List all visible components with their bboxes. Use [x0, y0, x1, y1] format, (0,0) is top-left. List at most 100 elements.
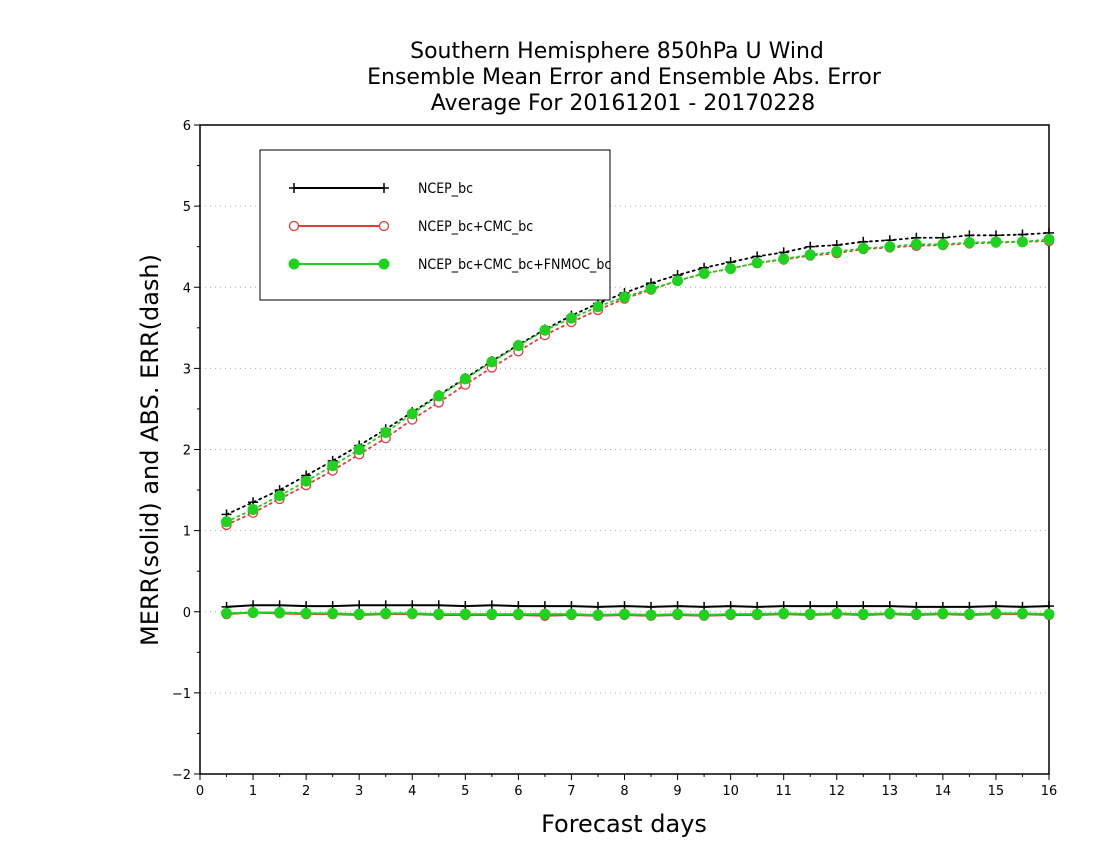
abs-err-point — [406, 408, 418, 420]
merr-point — [512, 608, 524, 620]
legend-marker — [379, 183, 389, 193]
merr-point — [380, 607, 392, 619]
x-tick-label: 12 — [828, 784, 845, 799]
legend: NCEP_bc NCEP_bc+CMC_bc NCEP_bc+CMC_bc+FNMO… — [259, 149, 611, 301]
x-axis: 0 1 2 3 4 5 6 7 8 9 10 11 12 13 14 15 16 — [196, 774, 1057, 799]
merr-point — [274, 607, 286, 619]
merr-point — [963, 608, 975, 620]
y-tick-label: 0 — [183, 606, 191, 621]
x-tick-label: 9 — [673, 784, 681, 799]
merr-point — [221, 607, 233, 619]
abs-err-point — [937, 238, 949, 250]
abs-err-point — [327, 460, 339, 472]
abs-err-point — [565, 312, 577, 324]
abs-err-point — [619, 291, 630, 303]
merr-point — [778, 607, 790, 619]
abs-err-point — [512, 340, 524, 352]
title-line-2: Ensemble Mean Error and Ensemble Abs. Er… — [367, 65, 882, 90]
abs-err-point — [1016, 236, 1028, 248]
legend-marker — [288, 258, 300, 270]
merr-point — [1043, 608, 1055, 620]
abs-err-point — [778, 253, 790, 265]
y-tick-label: 3 — [183, 362, 191, 377]
x-tick-label: 4 — [408, 784, 416, 799]
legend-marker — [288, 220, 300, 232]
merr-point — [884, 607, 896, 619]
merr-point — [327, 607, 339, 619]
merr-point — [1016, 607, 1028, 619]
abs-err-point — [459, 373, 471, 385]
x-tick-label: 11 — [775, 784, 792, 799]
abs-err-point — [884, 241, 896, 253]
abs-err-point — [910, 238, 922, 250]
y-tick-label: −2 — [172, 768, 191, 783]
merr-point — [459, 608, 471, 620]
merr-point — [645, 609, 657, 621]
merr-point — [433, 600, 444, 611]
x-tick-label: 1 — [249, 784, 257, 799]
x-tick-label: 8 — [620, 784, 628, 799]
x-tick-label: 7 — [567, 784, 575, 799]
merr-point — [831, 607, 843, 619]
merr-line — [226, 611, 1050, 616]
merr-point — [804, 608, 816, 620]
merr-point — [990, 607, 1002, 619]
x-tick-label: 6 — [514, 784, 522, 799]
abs-err-point — [592, 301, 604, 313]
legend-label: NCEP_bc+CMC_bc+FNMOC_bc — [418, 257, 611, 273]
abs-err-point — [751, 257, 763, 269]
legend-label: NCEP_bc+CMC_bc — [418, 219, 533, 235]
abs-err-point — [433, 390, 445, 402]
merr-point — [406, 607, 418, 619]
y-tick-label: 2 — [183, 444, 191, 459]
abs-err-point — [380, 426, 392, 438]
x-axis-label: Forecast days — [541, 810, 707, 838]
x-tick-label: 0 — [196, 784, 204, 799]
x-tick-label: 5 — [461, 784, 469, 799]
abs-err-point — [804, 249, 816, 261]
abs-err-point — [857, 242, 869, 254]
y-tick-label: 4 — [183, 281, 191, 296]
merr-point — [619, 608, 630, 620]
merr-point — [698, 609, 710, 621]
title-line-3: Average For 20161201 - 20170228 — [431, 91, 816, 116]
x-tick-label: 14 — [935, 784, 952, 799]
abs-err-point — [672, 275, 684, 287]
abs-err-point — [300, 475, 312, 487]
merr-point — [486, 600, 497, 611]
abs-err-point — [539, 324, 551, 336]
abs-err-point — [963, 237, 975, 249]
y-tick-label: 6 — [183, 119, 191, 134]
merr-point — [751, 608, 763, 620]
merr-point — [725, 608, 737, 620]
merr-point — [672, 608, 684, 620]
merr-point — [910, 608, 922, 620]
merr-point — [300, 607, 312, 619]
legend-marker — [289, 183, 299, 193]
merr-point — [565, 608, 577, 620]
merr-point — [592, 609, 604, 621]
x-tick-label: 10 — [722, 784, 739, 799]
abs-err-point — [274, 490, 286, 502]
merr-point — [539, 608, 551, 620]
y-axis-label: MERR(solid) and ABS. ERR(dash) — [136, 254, 164, 646]
abs-err-point — [645, 283, 657, 295]
y-tick-label: −1 — [172, 687, 191, 702]
merr-point — [247, 607, 259, 619]
series-layer — [221, 227, 1055, 621]
legend-marker — [378, 220, 390, 232]
abs-err-point — [990, 236, 1002, 248]
merr-point — [354, 600, 365, 611]
title-line-1: Southern Hemisphere 850hPa U Wind — [410, 39, 824, 64]
abs-err-point — [831, 246, 843, 258]
x-tick-label: 16 — [1041, 784, 1058, 799]
abs-err-point — [221, 516, 233, 528]
merr-line — [226, 604, 1050, 608]
abs-err-point — [247, 504, 259, 516]
x-tick-label: 13 — [882, 784, 899, 799]
x-tick-label: 3 — [355, 784, 363, 799]
abs-err-point — [725, 263, 737, 275]
merr-point — [937, 607, 949, 619]
abs-err-point — [353, 444, 365, 455]
